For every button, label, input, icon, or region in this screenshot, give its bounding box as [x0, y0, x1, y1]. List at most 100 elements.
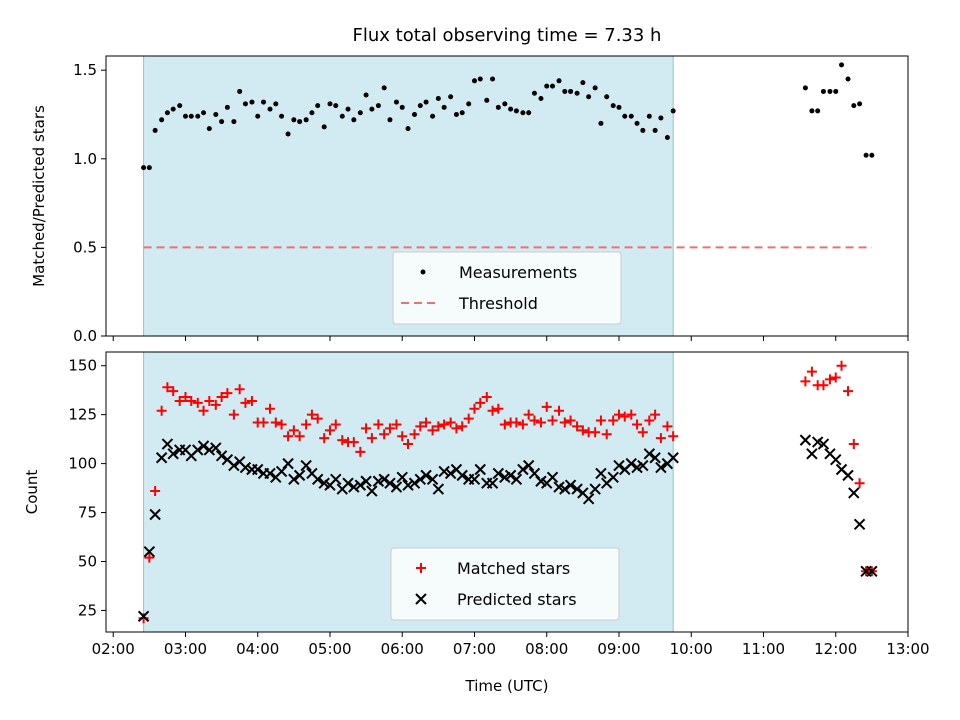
data-point — [258, 417, 269, 428]
data-point — [843, 386, 854, 397]
data-point — [415, 421, 426, 432]
legend-label: Predicted stars — [457, 590, 577, 609]
data-point — [146, 165, 152, 171]
data-point — [655, 461, 667, 474]
data-point — [574, 90, 580, 96]
data-point — [246, 395, 257, 406]
data-point — [203, 444, 216, 456]
data-point — [582, 493, 595, 505]
data-point — [441, 104, 447, 110]
data-point — [162, 382, 173, 393]
data-point — [809, 108, 815, 114]
data-point — [369, 106, 375, 112]
data-point — [590, 427, 601, 438]
data-point — [293, 469, 306, 482]
data-point — [311, 473, 324, 485]
data-point — [817, 438, 830, 450]
y-axis-label: Count — [23, 470, 41, 515]
data-point — [466, 101, 472, 107]
data-point — [174, 395, 185, 406]
data-point — [541, 401, 552, 412]
axes-frame — [105, 55, 909, 337]
data-point — [303, 117, 309, 123]
legend-marker — [415, 593, 427, 605]
data-point — [384, 423, 395, 434]
data-point — [508, 106, 514, 112]
data-point — [270, 417, 281, 428]
data-point — [249, 99, 255, 105]
data-point — [345, 106, 351, 112]
legend-box — [392, 251, 622, 325]
data-point — [387, 117, 393, 123]
data-point — [213, 111, 219, 117]
data-point — [216, 392, 227, 403]
data-point — [357, 110, 363, 116]
data-point — [276, 419, 287, 430]
data-point — [504, 469, 517, 482]
data-point — [144, 552, 155, 563]
data-point — [625, 457, 637, 470]
data-point — [155, 452, 168, 464]
data-point — [842, 469, 854, 482]
data-point — [351, 117, 357, 123]
y-tick-label: 1.5 — [73, 61, 97, 79]
data-point — [577, 425, 588, 436]
data-point — [652, 127, 658, 133]
data-point — [845, 76, 851, 82]
data-point — [399, 104, 405, 110]
data-point — [222, 388, 233, 399]
data-point — [456, 469, 468, 482]
data-point — [288, 473, 300, 485]
data-point — [667, 452, 679, 464]
data-point — [228, 459, 240, 472]
data-point — [354, 479, 367, 491]
data-point — [848, 487, 860, 499]
data-point — [869, 152, 875, 158]
data-point — [170, 106, 176, 112]
data-point — [409, 429, 420, 440]
data-point — [300, 459, 312, 472]
data-point — [547, 415, 558, 426]
data-point — [234, 384, 245, 395]
y-tick-label: 75 — [78, 504, 97, 522]
data-point — [342, 477, 354, 489]
data-point — [799, 434, 812, 446]
y-tick-label: 50 — [78, 553, 97, 571]
data-point — [265, 403, 276, 414]
data-point — [330, 473, 342, 485]
chart-title: Flux total observing time = 7.33 h — [353, 25, 662, 46]
data-point — [390, 481, 403, 493]
x-tick-label: 03:00 — [164, 640, 207, 658]
data-point — [517, 463, 529, 476]
data-point — [240, 397, 251, 408]
data-point — [379, 429, 390, 440]
data-point — [453, 111, 459, 117]
data-point — [827, 88, 833, 94]
data-point — [206, 126, 212, 132]
data-point — [420, 469, 432, 482]
data-point — [502, 101, 508, 107]
data-point — [433, 421, 444, 432]
data-point — [143, 546, 156, 558]
y-tick-label: 150 — [68, 357, 97, 375]
data-point — [572, 421, 583, 432]
data-point — [423, 99, 429, 105]
data-point — [604, 94, 610, 100]
data-point — [195, 113, 201, 119]
data-point — [554, 405, 565, 416]
data-point — [640, 127, 646, 133]
data-point — [526, 110, 532, 116]
y-tick-label: 1.0 — [73, 150, 97, 168]
data-point — [273, 101, 279, 107]
data-point — [264, 467, 276, 480]
x-tick-label: 09:00 — [597, 640, 640, 658]
data-point — [403, 439, 414, 450]
data-point — [297, 119, 303, 125]
axes-frame — [105, 351, 909, 633]
data-point — [186, 395, 197, 406]
data-point — [355, 446, 366, 457]
data-point — [319, 433, 330, 444]
data-point — [324, 425, 335, 436]
data-point — [495, 104, 501, 110]
data-point — [601, 429, 612, 440]
